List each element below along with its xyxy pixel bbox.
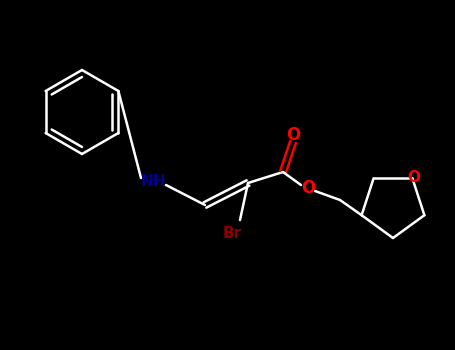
Text: Br: Br xyxy=(222,225,242,240)
Text: O: O xyxy=(301,179,315,197)
Text: O: O xyxy=(286,126,300,144)
Text: NH: NH xyxy=(140,175,166,189)
Text: O: O xyxy=(407,170,420,185)
